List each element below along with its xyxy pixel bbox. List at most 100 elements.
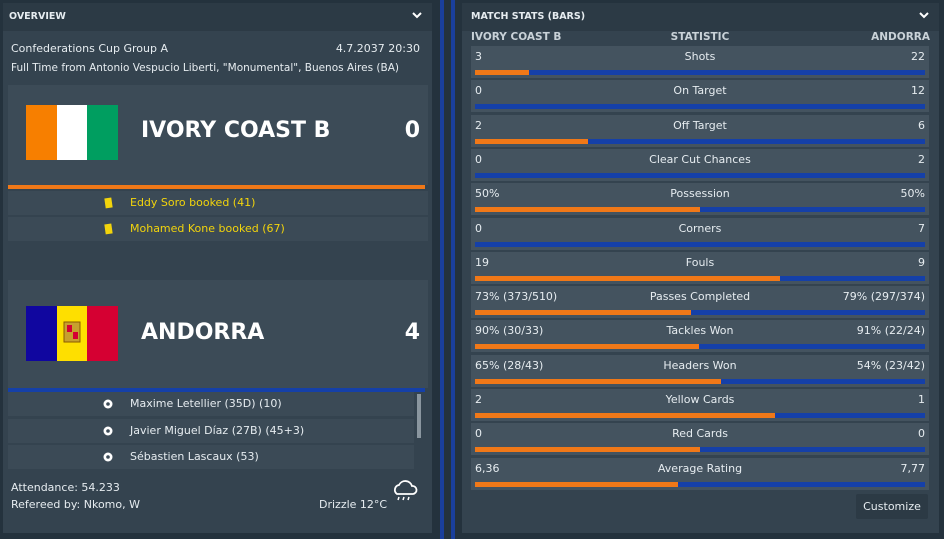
away-bar [780, 275, 925, 281]
event-row: Eddy Soro booked (41) [8, 191, 428, 215]
weather: Drizzle 12°C [319, 498, 388, 511]
event-text: Sébastien Lascaux (53) [130, 450, 259, 463]
stat-row: 90% (30/33) Tackles Won 91% (22/24) [471, 320, 929, 353]
panel-title: MATCH STATS (BARS) [471, 11, 586, 22]
bar-track [475, 275, 925, 281]
stat-row: 73% (373/510) Passes Completed 79% (297/37… [471, 286, 929, 319]
home-value: 0 [475, 84, 482, 98]
home-bar [475, 207, 700, 213]
home-value: 0 [475, 427, 482, 441]
stat-row: 0 On Target 12 [471, 80, 929, 113]
stat-row: 19 Fouls 9 [471, 251, 929, 284]
stat-name: Corners [678, 221, 722, 235]
bar-track [475, 378, 925, 384]
stat-name: Fouls [685, 255, 715, 269]
stat-name: Possession [670, 187, 730, 201]
home-bar [475, 447, 700, 453]
away-bar [587, 138, 925, 144]
stat-row: 0 Corners 7 [471, 217, 929, 250]
away-value: 2 [918, 152, 925, 166]
bar-track [475, 207, 925, 213]
away-bar [677, 481, 925, 487]
stat-row: 65% (28/43) Headers Won 54% (23/42) [471, 354, 929, 387]
goal-icon [103, 452, 113, 462]
venue: Full Time from Antonio Vespucio Liberti,… [11, 62, 399, 74]
stat-name: Tackles Won [666, 324, 734, 338]
away-bar [775, 413, 925, 418]
event-text: Maxime Letellier (35D) (10) [130, 397, 282, 410]
home-bar [475, 413, 775, 418]
bar-track [475, 310, 925, 316]
stat-name: Off Target [673, 118, 727, 132]
away-value: 12 [911, 84, 925, 98]
stat-name: Shots [684, 50, 716, 63]
away-bar [698, 344, 925, 350]
event-text: Mohamed Kone booked (67) [130, 222, 285, 235]
column-header: IVORY COAST B [471, 31, 562, 43]
home-value: 0 [475, 221, 482, 235]
goal-icon [103, 426, 113, 435]
home-bar [475, 378, 721, 384]
home-value: 50% [475, 187, 500, 201]
customize-button[interactable]: Customize [856, 494, 928, 519]
weather-icon [394, 480, 418, 501]
divider [451, 0, 455, 539]
referee: Refereed by: Nkomo, W [11, 498, 140, 511]
scrollbar[interactable] [417, 394, 421, 438]
home-value: 73% (373/510) [475, 290, 558, 304]
home-value: 2 [475, 118, 482, 132]
away-value: 9 [918, 255, 925, 269]
event-row: Javier Miguel Díaz (27B) (45+3) [8, 418, 414, 443]
event-row: Sébastien Lascaux (53) [8, 445, 414, 469]
away-value: 54% (23/42) [856, 358, 925, 372]
home-bar [475, 481, 678, 487]
home-value: 0 [475, 152, 482, 166]
away-bar [529, 70, 925, 75]
away-value: 50% [900, 187, 925, 201]
stat-name: Red Cards [672, 427, 728, 441]
stat-row: 0 Clear Cut Chances 2 [471, 148, 929, 181]
bar-track [475, 70, 925, 75]
home-value: 65% (28/43) [475, 358, 544, 372]
collapse-icon[interactable] [412, 12, 422, 19]
column-header: ANDORRA [871, 31, 930, 43]
away-line [8, 388, 425, 392]
goal-icon [103, 399, 113, 409]
stat-name: Yellow Cards [665, 393, 735, 406]
away-bar [475, 104, 925, 110]
stat-row: 6,36 Average Rating 7,77 [471, 457, 929, 490]
stat-name: Average Rating [657, 461, 743, 475]
home-bar [475, 138, 588, 144]
team-score: 0 [404, 118, 420, 143]
away-flag [26, 306, 118, 361]
team-score: 4 [404, 320, 420, 345]
attendance: Attendance: 54.233 [11, 481, 120, 494]
stat-name: Headers Won [663, 358, 737, 372]
away-value: 7 [918, 221, 925, 235]
home-line [8, 185, 425, 189]
stat-row: 2 Off Target 6 [471, 114, 929, 147]
home-value: 19 [475, 255, 489, 269]
bar-track [475, 172, 925, 178]
home-team: IVORY COAST B 0 [8, 85, 428, 185]
datetime: 4.7.2037 20:30 [335, 42, 420, 55]
bar-track [475, 447, 925, 453]
collapse-icon[interactable] [919, 12, 929, 19]
home-bar [475, 344, 699, 350]
column-header: STATISTIC [670, 31, 730, 43]
away-bar [691, 310, 925, 316]
away-value: 1 [918, 393, 925, 406]
stat-name: On Target [673, 84, 727, 98]
home-value: 90% (30/33) [475, 324, 544, 338]
bar-track [475, 241, 925, 247]
away-value: 6 [918, 118, 925, 132]
away-value: 79% (297/374) [842, 290, 925, 304]
home-flag [26, 105, 118, 160]
home-bar [475, 275, 781, 281]
bar-track [475, 344, 925, 350]
bar-track [475, 104, 925, 110]
home-bar [475, 310, 692, 316]
team-name: IVORY COAST B [141, 118, 331, 143]
divider [440, 0, 444, 539]
away-bar [475, 241, 925, 247]
